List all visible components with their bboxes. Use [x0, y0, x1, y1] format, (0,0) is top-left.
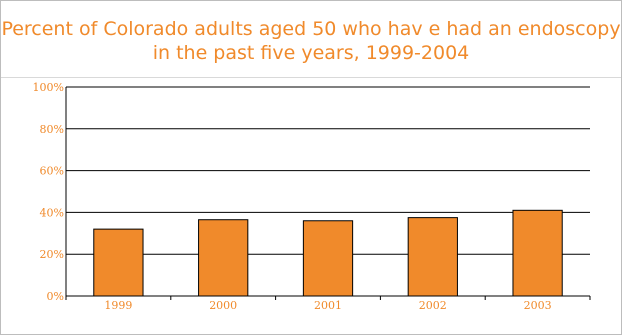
- x-tick-label: 2001: [314, 299, 342, 312]
- y-tick-label: 80%: [40, 123, 64, 136]
- bar-1999: [93, 228, 144, 297]
- x-tick-label: 2000: [209, 299, 237, 312]
- chart-title: Percent of Colorado adults aged 50 who h…: [1, 17, 621, 65]
- bar-2003: [512, 209, 563, 297]
- chart-title-line-2: in the past five years, 1999-2004: [152, 42, 470, 64]
- x-tick-label: 2002: [419, 299, 447, 312]
- axes: [65, 87, 591, 300]
- y-tick-label: 20%: [40, 248, 64, 261]
- bars: [93, 209, 563, 297]
- y-tick-label: 0%: [47, 290, 64, 303]
- y-tick-label: 60%: [40, 165, 64, 178]
- x-tick-label: 1999: [104, 299, 132, 312]
- bar-2001: [302, 220, 354, 297]
- x-axis-labels: 1999 2000 2001 2002 2003: [104, 299, 551, 312]
- y-tick-label: 40%: [40, 206, 64, 219]
- chart-title-line-1: Percent of Colorado adults aged 50 who h…: [1, 18, 621, 40]
- bar-2002: [407, 217, 458, 297]
- y-tick-label: 100%: [33, 81, 64, 94]
- bar-2000: [198, 219, 249, 297]
- title-band: [1, 1, 621, 78]
- x-tick-label: 2003: [524, 299, 552, 312]
- y-axis-ticks: 0% 20% 40% 60% 80% 100%: [33, 81, 64, 303]
